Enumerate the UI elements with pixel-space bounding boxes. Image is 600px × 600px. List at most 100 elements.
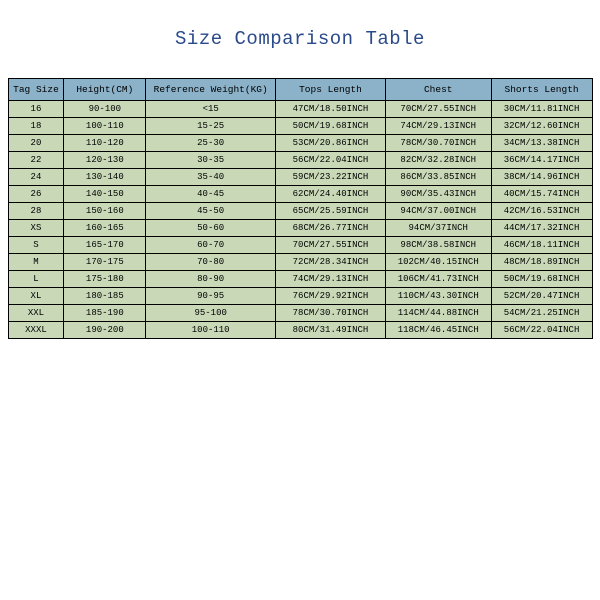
table-cell: M (8, 254, 64, 271)
table-cell: 82CM/32.28INCH (385, 152, 491, 169)
table-cell: 94CM/37.00INCH (385, 203, 491, 220)
table-row: L175-18080-9074CM/29.13INCH106CM/41.73IN… (8, 271, 592, 288)
table-cell: 74CM/29.13INCH (276, 271, 386, 288)
table-cell: 68CM/26.77INCH (276, 220, 386, 237)
table-cell: 32CM/12.60INCH (491, 118, 592, 135)
table-cell: 40CM/15.74INCH (491, 186, 592, 203)
table-cell: 160-165 (64, 220, 146, 237)
table-cell: 45-50 (146, 203, 276, 220)
table-body: 1690-100<1547CM/18.50INCH70CM/27.55INCH3… (8, 101, 592, 339)
size-table: Tag Size Height(CM) Reference Weight(KG)… (8, 78, 593, 339)
table-cell: 42CM/16.53INCH (491, 203, 592, 220)
table-cell: 170-175 (64, 254, 146, 271)
table-cell: S (8, 237, 64, 254)
table-cell: 60-70 (146, 237, 276, 254)
col-tops-length: Tops Length (276, 79, 386, 101)
table-row: XXL185-19095-10078CM/30.70INCH114CM/44.8… (8, 305, 592, 322)
table-cell: 72CM/28.34INCH (276, 254, 386, 271)
table-cell: 110-120 (64, 135, 146, 152)
table-cell: 46CM/18.11INCH (491, 237, 592, 254)
table-cell: 100-110 (64, 118, 146, 135)
table-cell: 56CM/22.04INCH (276, 152, 386, 169)
table-cell: 56CM/22.04INCH (491, 322, 592, 339)
table-cell: XXXL (8, 322, 64, 339)
col-chest: Chest (385, 79, 491, 101)
table-cell: 24 (8, 169, 64, 186)
table-cell: 95-100 (146, 305, 276, 322)
table-cell: 15-25 (146, 118, 276, 135)
table-cell: 80CM/31.49INCH (276, 322, 386, 339)
table-cell: 50CM/19.68INCH (491, 271, 592, 288)
table-cell: 102CM/40.15INCH (385, 254, 491, 271)
table-cell: 100-110 (146, 322, 276, 339)
table-cell: 74CM/29.13INCH (385, 118, 491, 135)
table-cell: 114CM/44.88INCH (385, 305, 491, 322)
table-cell: 110CM/43.30INCH (385, 288, 491, 305)
table-cell: 38CM/14.96INCH (491, 169, 592, 186)
table-cell: 165-170 (64, 237, 146, 254)
col-reference-weight: Reference Weight(KG) (146, 79, 276, 101)
table-cell: 59CM/23.22INCH (276, 169, 386, 186)
table-cell: 36CM/14.17INCH (491, 152, 592, 169)
col-tag-size: Tag Size (8, 79, 64, 101)
table-cell: XS (8, 220, 64, 237)
table-cell: 54CM/21.25INCH (491, 305, 592, 322)
table-cell: 78CM/30.70INCH (385, 135, 491, 152)
table-cell: 106CM/41.73INCH (385, 271, 491, 288)
table-cell: 175-180 (64, 271, 146, 288)
table-row: 24130-14035-4059CM/23.22INCH86CM/33.85IN… (8, 169, 592, 186)
table-cell: 65CM/25.59INCH (276, 203, 386, 220)
col-shorts-length: Shorts Length (491, 79, 592, 101)
table-cell: 16 (8, 101, 64, 118)
table-cell: 185-190 (64, 305, 146, 322)
table-cell: 35-40 (146, 169, 276, 186)
table-cell: XL (8, 288, 64, 305)
table-cell: 94CM/37INCH (385, 220, 491, 237)
table-cell: 28 (8, 203, 64, 220)
table-row: 22120-13030-3556CM/22.04INCH82CM/32.28IN… (8, 152, 592, 169)
table-cell: 70-80 (146, 254, 276, 271)
page-title: Size Comparison Table (175, 28, 425, 50)
table-cell: 90CM/35.43INCH (385, 186, 491, 203)
table-row: 28150-16045-5065CM/25.59INCH94CM/37.00IN… (8, 203, 592, 220)
table-cell: 20 (8, 135, 64, 152)
table-cell: 120-130 (64, 152, 146, 169)
table-cell: <15 (146, 101, 276, 118)
table-cell: 180-185 (64, 288, 146, 305)
table-cell: L (8, 271, 64, 288)
table-row: 26140-15040-4562CM/24.40INCH90CM/35.43IN… (8, 186, 592, 203)
table-cell: 98CM/38.58INCH (385, 237, 491, 254)
table-cell: 30CM/11.81INCH (491, 101, 592, 118)
table-cell: 190-200 (64, 322, 146, 339)
table-cell: 30-35 (146, 152, 276, 169)
table-cell: 70CM/27.55INCH (276, 237, 386, 254)
table-cell: 130-140 (64, 169, 146, 186)
table-row: XL180-18590-9576CM/29.92INCH110CM/43.30I… (8, 288, 592, 305)
table-cell: 62CM/24.40INCH (276, 186, 386, 203)
table-row: M170-17570-8072CM/28.34INCH102CM/40.15IN… (8, 254, 592, 271)
table-row: S165-17060-7070CM/27.55INCH98CM/38.58INC… (8, 237, 592, 254)
table-header-row: Tag Size Height(CM) Reference Weight(KG)… (8, 79, 592, 101)
table-cell: 52CM/20.47INCH (491, 288, 592, 305)
table-cell: 90-100 (64, 101, 146, 118)
table-cell: 90-95 (146, 288, 276, 305)
table-cell: 18 (8, 118, 64, 135)
table-cell: 26 (8, 186, 64, 203)
table-cell: 48CM/18.89INCH (491, 254, 592, 271)
table-row: XS160-16550-6068CM/26.77INCH94CM/37INCH4… (8, 220, 592, 237)
table-cell: 78CM/30.70INCH (276, 305, 386, 322)
table-cell: 70CM/27.55INCH (385, 101, 491, 118)
col-height: Height(CM) (64, 79, 146, 101)
table-cell: 140-150 (64, 186, 146, 203)
table-cell: 76CM/29.92INCH (276, 288, 386, 305)
table-row: 18100-11015-2550CM/19.68INCH74CM/29.13IN… (8, 118, 592, 135)
table-cell: 50-60 (146, 220, 276, 237)
table-row: 20110-12025-3053CM/20.86INCH78CM/30.70IN… (8, 135, 592, 152)
table-cell: 86CM/33.85INCH (385, 169, 491, 186)
table-cell: 50CM/19.68INCH (276, 118, 386, 135)
table-cell: 40-45 (146, 186, 276, 203)
table-cell: 44CM/17.32INCH (491, 220, 592, 237)
table-cell: 118CM/46.45INCH (385, 322, 491, 339)
table-cell: 47CM/18.50INCH (276, 101, 386, 118)
table-cell: 150-160 (64, 203, 146, 220)
